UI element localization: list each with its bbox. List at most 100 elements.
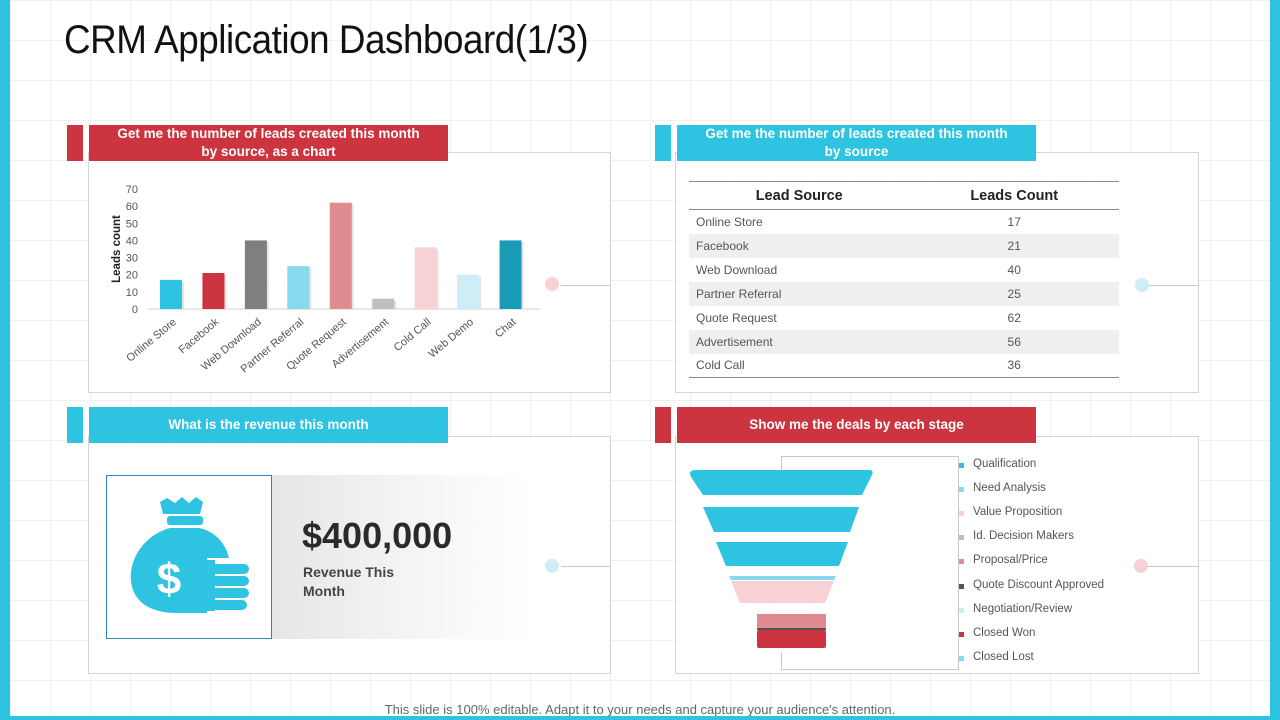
chart-connector-dot <box>545 277 559 291</box>
cell-lead-source: Cold Call <box>689 353 910 378</box>
legend-swatch <box>959 631 964 637</box>
y-axis-label: Leads count <box>111 215 123 283</box>
funnel-negotiation <box>757 628 826 630</box>
cell-leads-count: 25 <box>909 281 1119 306</box>
revenue-label: Revenue This Month <box>303 564 395 599</box>
revenue-header: What is the revenue this month <box>89 407 448 443</box>
cell-leads-count: 62 <box>1007 310 1021 325</box>
legend-label: Id. Decision Makers <box>973 530 1074 543</box>
cell-lead-source: Quote Request <box>696 310 777 325</box>
legend-label: Value Proposition <box>973 506 1063 519</box>
table-row: Cold Call 36 <box>689 353 1119 378</box>
revenue-connector <box>561 566 611 567</box>
bar <box>287 266 310 309</box>
legend-swatch <box>959 559 964 565</box>
legend-bracket-left-top <box>781 456 782 470</box>
cell-lead-source: Web Download <box>696 262 778 277</box>
cell-lead-source: Partner Referral <box>689 281 910 306</box>
funnel-quote-discount <box>757 614 826 628</box>
legend-swatch <box>959 583 964 589</box>
svg-text:$: $ <box>157 555 181 604</box>
chart-header-stub <box>67 125 83 161</box>
legend-bracket-left-bottom <box>781 652 782 670</box>
revenue-connector-dot <box>545 559 559 573</box>
revenue-header-stub <box>67 407 83 443</box>
deals-connector <box>1147 566 1199 567</box>
funnel-proposal-price <box>731 581 834 603</box>
column-header-lead-source: Lead Source <box>689 181 910 210</box>
y-tick-label: 20 <box>126 270 138 282</box>
legend-label: Negotiation/Review <box>973 602 1073 615</box>
chart-connector <box>561 285 611 286</box>
table-connector-dot <box>1135 278 1149 292</box>
cell-leads-count: 21 <box>909 233 1119 258</box>
funnel-need-analysis <box>703 507 859 532</box>
legend-swatch <box>959 607 964 613</box>
slide: CRM Application Dashboard(1/3) Get me th… <box>10 0 1270 716</box>
x-tick-label: Web Demo <box>426 316 476 360</box>
legend-swatch <box>959 655 964 661</box>
y-tick-label: 0 <box>132 304 138 316</box>
column-header-leads-count: Leads Count <box>909 181 1119 210</box>
funnel-closed-won <box>757 630 826 648</box>
table-connector <box>1147 285 1199 286</box>
money-bag-tile: $ <box>106 475 272 639</box>
cell-lead-source: Online Store <box>696 214 763 229</box>
bar <box>414 247 437 309</box>
cell-leads-count: 56 <box>909 329 1119 354</box>
table-row: Facebook 21 <box>689 233 1119 258</box>
cell-lead-source: Advertisement <box>689 329 910 354</box>
table-row: Partner Referral 25 <box>689 281 1119 306</box>
y-tick-label: 70 <box>126 184 138 196</box>
legend-swatch <box>959 487 964 493</box>
legend-label: Closed Won <box>973 626 1036 639</box>
bar <box>160 279 182 309</box>
chart-header: Get me the number of leads created this … <box>89 125 448 161</box>
y-tick-label: 40 <box>126 235 138 247</box>
legend-swatch <box>959 463 964 468</box>
bar <box>202 273 225 309</box>
table-row: Quote Request 62 <box>689 306 1119 330</box>
legend-label: Need Analysis <box>973 482 1046 495</box>
table-row: Advertisement 56 <box>689 329 1119 354</box>
deals-connector-dot <box>1134 559 1148 573</box>
footer-note: This slide is 100% editable. Adapt it to… <box>384 702 896 716</box>
cell-lead-source: Facebook <box>689 233 910 258</box>
legend-label: Quote Discount Approved <box>973 578 1105 591</box>
y-tick-label: 10 <box>126 287 138 299</box>
page-title: CRM Application Dashboard(1/3) <box>64 18 589 62</box>
legend-label: Qualification <box>973 458 1037 470</box>
cell-leads-count: 36 <box>909 353 1119 378</box>
legend-label: Closed Lost <box>973 650 1034 663</box>
funnel-id-decision-makers <box>729 576 836 580</box>
money-bag-icon: $ <box>130 497 249 613</box>
leads-table: Lead Source Leads Count Online Store 17 Fa… <box>689 181 1119 378</box>
bar <box>329 202 352 309</box>
legend-bracket <box>781 456 959 670</box>
y-tick-label: 30 <box>126 253 138 265</box>
legend-label: Proposal/Price <box>973 554 1048 567</box>
bar <box>372 298 395 309</box>
deals-header: Show me the deals by each stage <box>677 407 1036 443</box>
funnel-value-proposition <box>716 542 848 566</box>
legend-swatch <box>959 511 964 517</box>
x-tick-label: Online Store <box>124 316 179 365</box>
funnel-qualification <box>690 470 873 495</box>
table-row: Online Store 17 <box>689 210 1119 234</box>
x-tick-label: Cold Call <box>392 316 434 354</box>
cell-leads-count: 17 <box>1007 214 1021 229</box>
table-row: Web Download 40 <box>689 258 1119 282</box>
bar <box>244 240 267 309</box>
legend-swatch <box>959 535 964 541</box>
deals-header-stub <box>655 407 671 443</box>
revenue-backdrop <box>272 475 530 639</box>
x-tick-label: Chat <box>493 316 519 340</box>
y-tick-label: 50 <box>126 218 138 230</box>
bar <box>499 240 522 309</box>
deals-funnel <box>690 470 873 648</box>
y-tick-label: 60 <box>126 201 138 213</box>
bar <box>457 274 480 309</box>
table-header-stub <box>655 125 671 161</box>
cell-leads-count: 40 <box>1007 262 1021 277</box>
